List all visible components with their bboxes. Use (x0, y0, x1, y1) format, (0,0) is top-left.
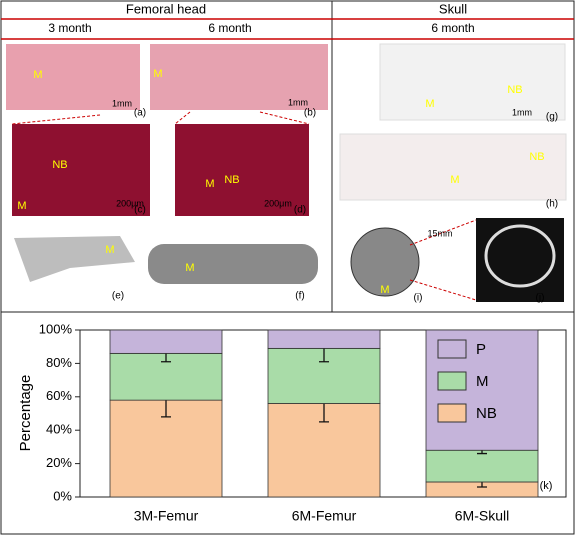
x-tick-label: 6M-Skull (455, 508, 509, 524)
y-tick-label: 80% (46, 355, 72, 370)
region-label: M (380, 284, 389, 296)
region-label: M (185, 262, 194, 274)
legend-swatch (437, 339, 467, 359)
image (484, 224, 556, 288)
zoom-line (11, 114, 101, 125)
y-tick-label: 60% (46, 388, 72, 403)
legend-label: NB (476, 405, 497, 422)
header-title: Skull (439, 1, 467, 16)
y-tick-label: 100% (39, 321, 73, 336)
column-title: 6 month (431, 21, 474, 35)
bar-segment (109, 329, 223, 354)
x-tick-label: 3M-Femur (134, 508, 199, 524)
legend-swatch (437, 371, 467, 391)
panel-label: (e) (112, 291, 124, 302)
image (150, 44, 328, 110)
region-label: M (17, 200, 26, 212)
scale-label: 1mm (512, 107, 532, 117)
region-label: M (33, 69, 42, 81)
column-title: 6 month (208, 21, 251, 35)
column-title: 3 month (48, 21, 91, 35)
zoom-line (174, 111, 191, 125)
image (148, 244, 318, 284)
legend-swatch (437, 403, 467, 423)
zoom-line (409, 219, 477, 246)
panel-label: (f) (295, 291, 304, 302)
panel-label: (d) (294, 205, 306, 216)
image (350, 227, 420, 297)
region-label: NB (507, 84, 522, 96)
legend-label: P (476, 341, 486, 358)
panels (6, 43, 567, 302)
region-label: NB (529, 151, 544, 163)
x-tick-label: 6M-Femur (292, 508, 357, 524)
panel-label: (b) (304, 108, 316, 119)
image (6, 44, 140, 110)
region-label: M (450, 174, 459, 186)
scale-label: 200μm (264, 198, 292, 208)
header-title: Femoral head (126, 1, 206, 16)
scale-label: 1mm (288, 97, 308, 107)
region-label: NB (52, 159, 67, 171)
panel-label: (j) (536, 293, 545, 304)
panel-label: (h) (546, 199, 558, 210)
y-tick-label: 40% (46, 422, 72, 437)
legend-label: M (476, 373, 489, 390)
bar-segment (267, 329, 381, 349)
image (339, 133, 567, 201)
panel-label: (i) (414, 293, 423, 304)
y-tick-label: 0% (53, 488, 72, 503)
panel-label: (c) (134, 205, 146, 216)
region-label: M (105, 244, 114, 256)
y-tick-label: 20% (46, 455, 72, 470)
panel-label: (a) (134, 108, 146, 119)
y-axis-label: Percentage (17, 375, 34, 452)
image (14, 236, 135, 282)
image (476, 218, 564, 302)
scale-label: 1mm (112, 98, 132, 108)
zoom-line (259, 111, 310, 125)
region-label: M (153, 68, 162, 80)
region-label: M (425, 98, 434, 110)
zoom-line (409, 279, 477, 301)
panel-label: (k) (540, 480, 553, 492)
region-label: NB (224, 174, 239, 186)
image (12, 124, 150, 216)
image (379, 43, 566, 121)
scale-label: 200μm (116, 198, 144, 208)
image (175, 124, 309, 216)
bar-segment (425, 449, 539, 483)
scale-label: 15mm (427, 228, 452, 238)
region-label: M (205, 178, 214, 190)
panel-label: (g) (546, 112, 558, 123)
